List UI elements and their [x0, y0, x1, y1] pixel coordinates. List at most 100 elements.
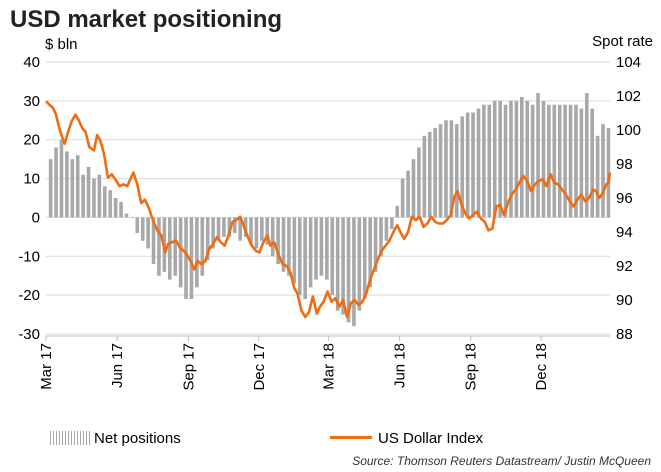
net-position-bar: [151, 217, 156, 265]
net-position-bar: [124, 213, 129, 218]
net-position-bar: [303, 217, 307, 300]
net-position-bar: [216, 217, 221, 241]
x-tick-label: Sep 17: [180, 343, 197, 391]
legend-swatch-bars: [50, 431, 90, 445]
net-position-bar: [238, 217, 242, 241]
net-position-bar: [265, 217, 270, 245]
net-position-bar: [254, 217, 259, 249]
net-position-bar: [384, 217, 389, 241]
net-position-bar: [503, 104, 508, 218]
net-position-bar: [102, 186, 107, 218]
net-position-bar: [140, 217, 145, 241]
net-position-bar: [568, 104, 573, 218]
net-position-bar: [211, 217, 215, 249]
net-position-bar: [297, 217, 302, 296]
net-position-bar: [606, 128, 611, 218]
net-position-bar: [314, 217, 318, 280]
net-position-bar: [184, 217, 188, 300]
net-position-bar: [590, 108, 595, 218]
x-tick-label: Mar 17: [38, 343, 55, 390]
left-tick-label: -30: [18, 326, 40, 343]
x-tick-label: Mar 18: [320, 343, 337, 390]
net-position-bar: [243, 217, 248, 237]
x-tick-label: Sep 18: [463, 343, 480, 391]
net-position-bar: [260, 217, 264, 241]
net-position-bar: [417, 147, 421, 218]
net-position-bar: [308, 217, 313, 288]
net-position-bar: [92, 178, 96, 218]
right-tick-label: 94: [616, 224, 633, 241]
net-position-bar: [520, 96, 524, 218]
net-position-bar: [119, 201, 123, 218]
net-position-bar: [492, 100, 497, 218]
net-position-bar: [368, 217, 372, 288]
net-position-bar: [287, 217, 291, 276]
net-position-bar: [48, 159, 53, 218]
net-position-bar: [173, 217, 178, 276]
net-position-bar: [373, 217, 378, 272]
left-tick-label: -20: [18, 287, 40, 304]
right-axis-label: Spot rate: [592, 33, 653, 50]
net-position-bar: [498, 100, 502, 218]
left-axis-label: $ bln: [45, 36, 78, 53]
net-position-bar: [157, 217, 161, 276]
net-position-bar: [574, 104, 578, 218]
net-position-bar: [406, 170, 410, 218]
net-position-bar: [471, 112, 475, 218]
left-tick-label: 20: [23, 132, 40, 149]
net-position-bar: [130, 217, 134, 218]
source-note: Source: Thomson Reuters Datastream/ Just…: [352, 454, 651, 468]
net-position-bar: [482, 104, 486, 218]
net-position-bar: [65, 151, 69, 218]
net-position-bar: [270, 217, 275, 257]
net-position-bar: [200, 217, 205, 276]
net-position-bar: [460, 116, 465, 218]
net-position-bar: [552, 104, 557, 218]
net-position-bar: [525, 100, 530, 218]
net-position-bar: [433, 128, 437, 218]
net-position-bar: [341, 217, 345, 315]
net-position-bar: [108, 190, 113, 218]
net-position-bar: [97, 174, 102, 218]
usd-index-line: [45, 100, 612, 319]
net-position-bar: [487, 104, 492, 218]
net-position-bar: [292, 217, 297, 284]
net-position-bar: [335, 217, 340, 311]
net-position-bar: [178, 217, 183, 288]
x-tick-label: Jun 18: [392, 343, 409, 388]
net-position-bar: [54, 147, 58, 218]
x-tick-label: Jun 17: [109, 343, 126, 388]
net-position-bar: [70, 159, 75, 218]
x-tick-label: Dec 17: [251, 343, 268, 391]
net-position-bar: [595, 135, 600, 218]
net-position-bar: [281, 217, 286, 272]
net-position-bar: [362, 217, 367, 300]
net-position-bar: [427, 131, 432, 218]
net-position-bar: [547, 104, 551, 218]
net-position-bar: [514, 100, 519, 218]
net-position-bar: [319, 217, 324, 276]
net-position-bar: [146, 217, 150, 249]
net-position-bar: [346, 217, 351, 323]
left-tick-label: 40: [23, 54, 40, 71]
net-position-bar: [227, 217, 232, 237]
net-position-bar: [536, 93, 540, 218]
net-position-bar: [584, 93, 589, 218]
net-position-bar: [59, 139, 64, 218]
net-position-bar: [86, 166, 91, 218]
right-tick-label: 88: [616, 326, 633, 343]
net-position-bar: [325, 217, 329, 280]
net-position-bar: [557, 104, 562, 218]
x-tick-label: Dec 18: [533, 343, 550, 391]
net-position-bar: [422, 135, 427, 218]
net-position-bar: [352, 217, 356, 327]
net-position-bar: [438, 124, 443, 218]
legend-label-us-dollar-index: US Dollar Index: [378, 430, 484, 447]
right-tick-label: 92: [616, 258, 633, 275]
net-position-bar: [400, 178, 405, 218]
left-tick-label: 0: [32, 209, 40, 226]
net-position-bar: [81, 174, 85, 218]
net-position-bar: [135, 217, 140, 233]
left-tick-label: -10: [18, 248, 40, 265]
